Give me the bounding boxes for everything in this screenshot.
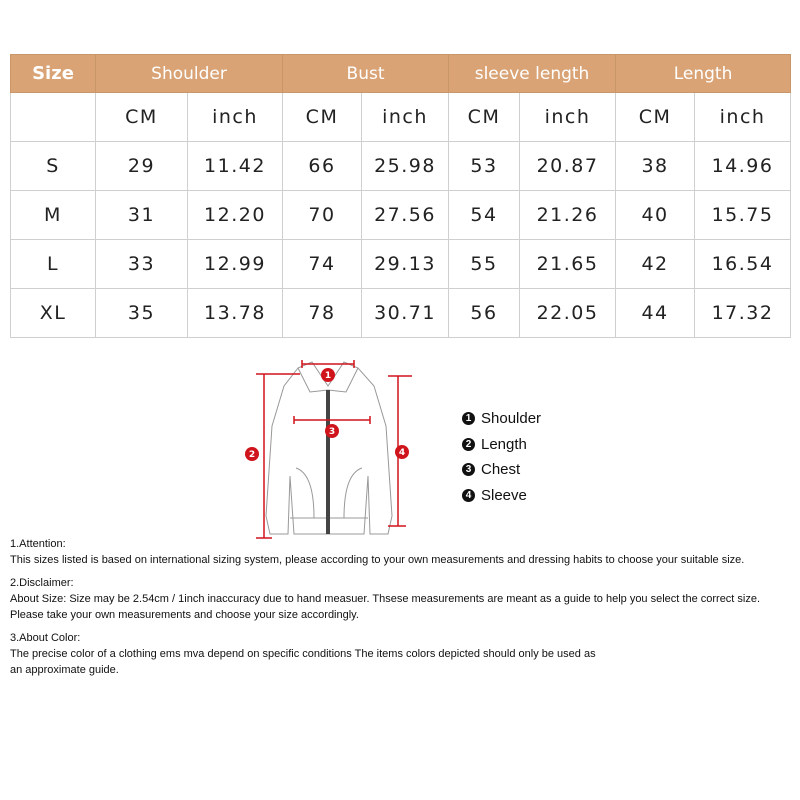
value-cell: 29.13	[361, 239, 450, 289]
notes: 1.Attention: This sizes listed is based o…	[10, 536, 760, 685]
size-row: M 31 12.20 70 27.56 54 21.26 40 15.75	[10, 190, 792, 240]
unit-cell: inch	[361, 92, 450, 142]
legend-label: Length	[481, 435, 527, 453]
value-cell: 78	[282, 288, 363, 338]
unit-cell: CM	[615, 92, 696, 142]
size-row: S 29 11.42 66 25.98 53 20.87 38 14.96	[10, 141, 792, 191]
value-cell: 35	[95, 288, 188, 338]
svg-text:4: 4	[399, 448, 405, 458]
value-cell: 54	[448, 190, 521, 240]
marker-4	[395, 445, 409, 459]
value-cell: 16.54	[694, 239, 792, 289]
value-cell: 38	[615, 141, 696, 191]
units-row: CM inch CM inch CM inch CM inch	[10, 92, 792, 142]
svg-text:1: 1	[325, 371, 331, 381]
value-cell: 22.05	[519, 288, 617, 338]
value-cell: 29	[95, 141, 188, 191]
value-cell: 66	[282, 141, 363, 191]
legend-label: Chest	[481, 461, 521, 479]
value-cell: 12.99	[186, 239, 284, 289]
value-cell: 27.56	[361, 190, 450, 240]
unit-cell: CM	[95, 92, 188, 142]
value-cell: 13.78	[186, 288, 284, 338]
svg-text:3: 3	[329, 427, 335, 437]
empty-cell	[10, 92, 96, 142]
value-cell: 56	[448, 288, 521, 338]
value-cell: 74	[282, 239, 363, 289]
value-cell: 53	[448, 141, 521, 191]
value-cell: 17.32	[694, 288, 792, 338]
size-label: XL	[10, 288, 96, 338]
unit-cell: CM	[282, 92, 363, 142]
number-2-icon: 2	[462, 437, 475, 451]
value-cell: 33	[95, 239, 188, 289]
size-label: M	[10, 190, 96, 240]
value-cell: 40	[615, 190, 696, 240]
value-cell: 42	[615, 239, 696, 289]
size-row: L 33 12.99 74 29.13 55 21.65 42 16.54	[10, 239, 792, 289]
jacket-diagram: 1 2 3 4	[245, 360, 412, 539]
value-cell: 21.26	[519, 190, 617, 240]
header-length: Length	[615, 54, 792, 93]
legend-item-length: 2 Length	[462, 432, 541, 458]
value-cell: 12.20	[186, 190, 284, 240]
header-sleeve-length: sleeve length	[448, 54, 617, 93]
unit-cell: inch	[519, 92, 617, 142]
value-cell: 15.75	[694, 190, 792, 240]
value-cell: 44	[615, 288, 696, 338]
marker-3	[325, 424, 339, 438]
value-cell: 21.65	[519, 239, 617, 289]
measurement-legend: 1 Shoulder 2 Length 3 Chest 4 Sleeve	[462, 406, 541, 508]
value-cell: 14.96	[694, 141, 792, 191]
zipper	[326, 390, 330, 534]
note-attention: 1.Attention: This sizes listed is based o…	[10, 538, 745, 566]
unit-cell: inch	[186, 92, 284, 142]
jacket-outline	[265, 361, 393, 535]
header-bust: Bust	[282, 54, 450, 93]
value-cell: 20.87	[519, 141, 617, 191]
number-4-icon: 4	[462, 488, 475, 502]
legend-item-sleeve: 4 Sleeve	[462, 483, 541, 509]
size-label: L	[10, 239, 96, 289]
unit-cell: inch	[694, 92, 792, 142]
size-label: S	[10, 141, 96, 191]
size-chart-table: Size Shoulder Bust sleeve length Length …	[10, 54, 792, 338]
unit-cell: CM	[448, 92, 521, 142]
header-shoulder: Shoulder	[94, 54, 284, 93]
legend-item-shoulder: 1 Shoulder	[462, 406, 541, 432]
legend-label: Shoulder	[481, 410, 542, 428]
number-1-icon: 1	[462, 412, 475, 426]
header-row: Size Shoulder Bust sleeve length Length	[10, 54, 792, 93]
value-cell: 30.71	[361, 288, 450, 338]
marker-2	[245, 447, 259, 461]
header-size: Size	[10, 54, 96, 93]
value-cell: 55	[448, 239, 521, 289]
size-row: XL 35 13.78 78 30.71 56 22.05 44 17.32	[10, 288, 792, 338]
marker-1	[321, 368, 335, 382]
value-cell: 31	[95, 190, 188, 240]
value-cell: 11.42	[186, 141, 284, 191]
note-about-color: 3.About Color: The precise color of a clo…	[10, 632, 596, 676]
legend-label: Sleeve	[481, 486, 527, 504]
svg-text:2: 2	[249, 450, 255, 460]
legend-item-chest: 3 Chest	[462, 457, 541, 483]
number-3-icon: 3	[462, 463, 475, 477]
note-disclaimer: 2.Disclaimer: About Size: Size may be 2.5…	[10, 577, 761, 621]
value-cell: 25.98	[361, 141, 450, 191]
value-cell: 70	[282, 190, 363, 240]
